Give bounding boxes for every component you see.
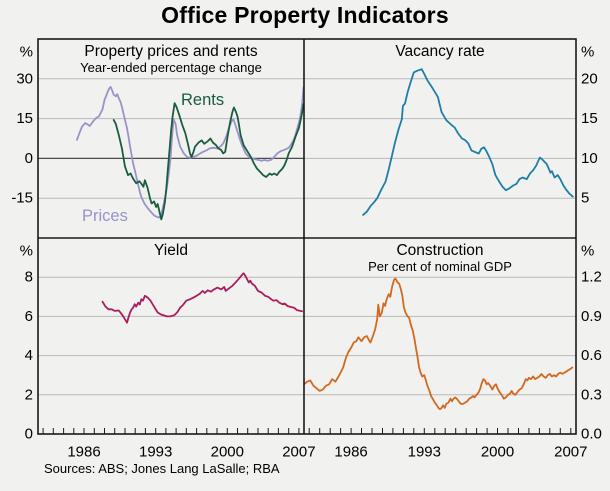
x-tick-label: 1993 <box>408 443 441 460</box>
y-tick-label: 0.9 <box>581 308 602 325</box>
axis-unit-label: % <box>20 243 33 260</box>
panel-subtitle-prices-rents: Year-ended percentage change <box>80 60 262 75</box>
rents-line <box>112 102 305 221</box>
panel-title-yield: Yield <box>154 242 188 259</box>
y-tick-label: 20 <box>581 70 598 87</box>
y-tick-label: 0.3 <box>581 386 602 403</box>
x-tick-label: 2007 <box>554 443 587 460</box>
y-tick-label: 0.0 <box>581 426 602 443</box>
y-tick-label: 4 <box>25 347 33 364</box>
axis-unit-label: % <box>581 44 594 61</box>
y-tick-label: 8 <box>25 269 33 286</box>
panel-title-prices-rents: Property prices and rents <box>84 43 258 60</box>
y-tick-label: 0.6 <box>581 347 602 364</box>
y-tick-label: 15 <box>581 110 598 127</box>
panel-title-construction: Construction <box>396 242 484 259</box>
chart-title: Office Property Indicators <box>161 2 449 28</box>
x-tick-label: 2000 <box>481 443 514 460</box>
axis-unit-label: % <box>581 243 594 260</box>
prices-series-label: Prices <box>82 207 128 225</box>
y-tick-label: 5 <box>581 190 589 207</box>
x-tick-label: 1993 <box>139 443 172 460</box>
rents-series-label: Rents <box>181 91 225 109</box>
chart-frame <box>37 38 577 435</box>
y-tick-label: 10 <box>581 150 598 167</box>
yield-line <box>101 272 303 324</box>
panel-title-vacancy: Vacancy rate <box>395 43 485 60</box>
y-tick-label: -15 <box>11 190 33 207</box>
prices-line <box>76 85 305 219</box>
x-tick-label: 2000 <box>211 443 244 460</box>
y-tick-label: 2 <box>25 386 33 403</box>
y-tick-label: 15 <box>16 110 33 127</box>
x-tick-label: 1986 <box>334 443 367 460</box>
y-tick-label: 1.2 <box>581 269 602 286</box>
sources-note: Sources: ABS; Jones Lang LaSalle; RBA <box>44 461 280 476</box>
x-tick-label: 2007 <box>282 443 315 460</box>
x-tick-label: 1986 <box>67 443 100 460</box>
axis-unit-label: % <box>20 44 33 61</box>
y-tick-label: 30 <box>16 70 33 87</box>
vacancy-line <box>362 68 574 216</box>
panel-subtitle-construction: Per cent of nominal GDP <box>368 259 512 274</box>
y-tick-label: 0 <box>25 150 33 167</box>
construction-line <box>303 277 574 411</box>
y-tick-label: 6 <box>25 308 33 325</box>
y-tick-label: 0 <box>25 426 33 443</box>
